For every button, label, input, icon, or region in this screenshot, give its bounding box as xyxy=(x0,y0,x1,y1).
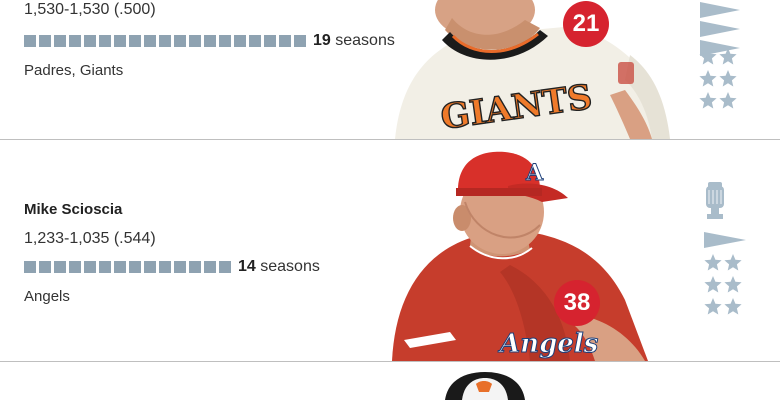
season-square xyxy=(99,261,111,273)
world-series-trophy-icon xyxy=(706,182,724,219)
season-square xyxy=(204,35,216,47)
season-square xyxy=(159,35,171,47)
season-square xyxy=(189,35,201,47)
jersey-number-badge: 38 xyxy=(554,280,600,326)
season-square xyxy=(129,261,141,273)
manager-card-next xyxy=(0,362,780,400)
manager-record: 1,233-1,035 (.544) xyxy=(24,230,156,247)
season-square xyxy=(114,35,126,47)
cap-logo: A xyxy=(525,160,544,186)
star-icon xyxy=(719,92,737,109)
pennant-icon xyxy=(704,232,746,248)
pennant-icon xyxy=(700,40,740,56)
seasons-bar: 14 seasons xyxy=(24,258,320,276)
season-square xyxy=(174,35,186,47)
star-icon xyxy=(699,92,717,109)
seasons-squares xyxy=(24,261,234,273)
achievements-icons xyxy=(699,2,740,109)
season-square xyxy=(144,35,156,47)
star-icon xyxy=(719,70,737,87)
seasons-label: 19 seasons xyxy=(313,32,395,49)
pennant-icon xyxy=(700,2,740,18)
star-icon xyxy=(724,254,742,271)
season-square xyxy=(204,261,216,273)
season-square xyxy=(114,261,126,273)
season-square xyxy=(69,35,81,47)
manager-record: 1,530-1,530 (.500) xyxy=(24,1,156,18)
season-square xyxy=(234,35,246,47)
season-square xyxy=(144,261,156,273)
season-square xyxy=(24,35,36,47)
manager-card-bochy: 1,530-1,530 (.500) 19 seasons Padres, Gi… xyxy=(0,0,780,139)
jersey-number-badge: 21 xyxy=(563,1,609,47)
star-icon xyxy=(719,48,737,65)
star-icon xyxy=(704,298,722,315)
star-icon xyxy=(724,298,742,315)
season-square xyxy=(159,261,171,273)
season-square xyxy=(189,261,201,273)
pennant-icon xyxy=(700,21,740,37)
season-square xyxy=(219,261,231,273)
section-divider xyxy=(0,361,780,362)
jersey-lettering: Angels xyxy=(497,329,599,359)
season-square xyxy=(54,35,66,47)
season-square xyxy=(39,35,51,47)
season-square xyxy=(294,35,306,47)
season-square xyxy=(264,35,276,47)
season-square xyxy=(84,261,96,273)
manager-card-scioscia: Mike Scioscia 1,233-1,035 (.544) 14 seas… xyxy=(0,140,780,361)
season-square xyxy=(84,35,96,47)
seasons-bar: 19 seasons xyxy=(24,32,395,50)
manager-teams: Angels xyxy=(24,288,70,305)
section-divider xyxy=(0,139,780,140)
season-square xyxy=(129,35,141,47)
season-square xyxy=(174,261,186,273)
season-square xyxy=(249,35,261,47)
season-square xyxy=(69,261,81,273)
cap-photo-partial xyxy=(445,372,525,400)
star-icon xyxy=(699,70,717,87)
season-square xyxy=(99,35,111,47)
season-square xyxy=(39,261,51,273)
manager-photo: GIANTS xyxy=(395,0,670,139)
season-square xyxy=(279,35,291,47)
manager-photo: A Angels xyxy=(392,151,648,361)
season-square xyxy=(24,261,36,273)
manager-name: Mike Scioscia xyxy=(24,201,123,218)
star-icon xyxy=(704,254,722,271)
star-icon xyxy=(704,276,722,293)
star-icon xyxy=(699,48,717,65)
seasons-label: 14 seasons xyxy=(238,258,320,275)
season-square xyxy=(54,261,66,273)
star-icon xyxy=(724,276,742,293)
season-square xyxy=(219,35,231,47)
achievements-icons xyxy=(704,182,746,315)
manager-teams: Padres, Giants xyxy=(24,62,124,79)
seasons-squares xyxy=(24,35,309,47)
